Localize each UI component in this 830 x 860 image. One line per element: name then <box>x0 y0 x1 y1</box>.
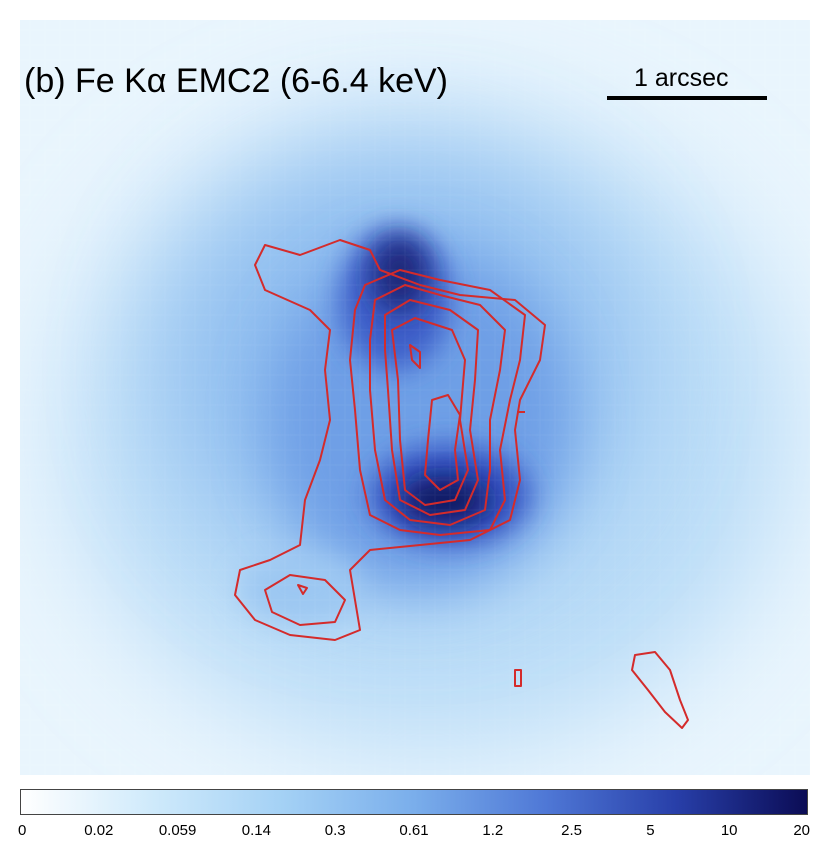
scale-bar <box>607 96 767 100</box>
colorbar-tick-label: 20 <box>793 822 810 839</box>
contour-6 <box>424 394 461 491</box>
colorbar-tick-label: 10 <box>720 822 738 839</box>
contour-3 <box>369 284 506 526</box>
contour-2 <box>349 269 526 536</box>
colorbar-tick-label: 0 <box>18 822 27 839</box>
colorbar-tick-label: 2.5 <box>561 822 583 839</box>
contour-right-blob <box>631 651 689 729</box>
contour-outer <box>234 239 546 641</box>
colorbar-tick-label: 1.2 <box>482 822 504 839</box>
colorbar-tick-label: 0.02 <box>84 822 114 839</box>
intensity-image <box>20 20 810 775</box>
contour-4 <box>384 299 479 516</box>
colorbar-tick-label: 0.3 <box>324 822 346 839</box>
colorbar <box>20 789 808 815</box>
contour-small-square <box>514 669 522 687</box>
contour-left-peak <box>297 584 308 595</box>
contour-peak-small <box>409 344 421 369</box>
colorbar-tick-label: 5 <box>646 822 655 839</box>
red-contours <box>234 239 689 729</box>
contour-left-blob <box>264 574 346 626</box>
contour-5 <box>391 317 469 506</box>
panel-title: (b) Fe Kα EMC2 (6-6.4 keV) <box>24 62 448 100</box>
scale-bar-label: 1 arcsec <box>634 64 729 92</box>
colorbar-tick-label: 0.14 <box>241 822 271 839</box>
colorbar-tick-label: 0.61 <box>399 822 429 839</box>
colorbar-tick-label: 0.059 <box>158 822 197 839</box>
